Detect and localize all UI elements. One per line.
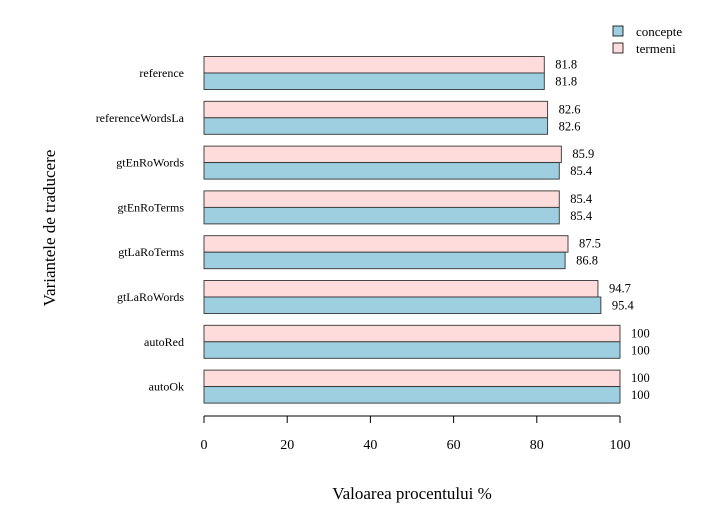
- value-label-termeni-reference: 81.8: [555, 58, 577, 72]
- bar-concepte-autoOk: [203, 386, 621, 404]
- x-axis: 0 20 40 60 80 100: [201, 415, 631, 453]
- value-label-termeni-gtLaRoWords: 94.7: [609, 282, 631, 296]
- value-label-termeni-gtEnRoWords: 85.9: [572, 147, 594, 161]
- category-label-referenceWordsLa: referenceWordsLa: [96, 111, 185, 125]
- bar-concepte-gtEnRoTerms: [203, 206, 560, 225]
- bar-termeni-gtEnRoWords: [203, 145, 562, 164]
- category-label-gtEnRoWords: gtEnRoWords: [116, 156, 184, 170]
- legend-label-concepte: concepte: [636, 24, 682, 39]
- category-label-gtEnRoTerms: gtEnRoTerms: [118, 200, 185, 214]
- value-label-concepte-gtLaRoTerms: 86.8: [576, 254, 598, 268]
- value-label-termeni-gtLaRoTerms: 87.5: [579, 237, 601, 251]
- value-label-concepte-gtEnRoTerms: 85.4: [570, 209, 593, 223]
- x-tick-label-40: 40: [363, 438, 377, 453]
- value-labels-group: 81.8 81.8 82.6 82.6 85.9 85.4 85.4 85.4 87.5 86.8…: [555, 58, 649, 403]
- x-tick-label-20: 20: [280, 438, 294, 453]
- value-label-concepte-autoOk: 100: [631, 388, 650, 402]
- value-label-concepte-referenceWordsLa: 82.6: [559, 119, 581, 133]
- category-label-autoOk: autoOk: [149, 380, 184, 394]
- value-label-termeni-autoRed: 100: [631, 326, 650, 340]
- x-tick-label-80: 80: [530, 438, 544, 453]
- value-label-termeni-referenceWordsLa: 82.6: [559, 102, 581, 116]
- y-axis-title: Variantele de traducere: [40, 150, 59, 307]
- bar-termeni-reference: [203, 56, 545, 74]
- legend-swatch-termeni: [612, 42, 624, 54]
- x-tick-label-60: 60: [447, 438, 461, 453]
- category-label-autoRed: autoRed: [144, 335, 184, 349]
- bar-termeni-referenceWordsLa: [203, 100, 549, 119]
- value-label-concepte-gtLaRoWords: 95.4: [612, 299, 635, 313]
- bar-concepte-referenceWordsLa: [203, 117, 549, 135]
- legend-swatch-concepte: [612, 25, 624, 37]
- x-tick-label-0: 0: [201, 438, 208, 453]
- bar-termeni-autoRed: [203, 324, 621, 343]
- value-label-concepte-reference: 81.8: [555, 75, 577, 89]
- bar-concepte-gtLaRoWords: [203, 296, 602, 314]
- legend-label-termeni: termeni: [636, 41, 676, 56]
- category-labels-group: reference referenceWordsLa gtEnRoWords gtEn…: [96, 66, 185, 394]
- value-label-termeni-autoOk: 100: [631, 371, 650, 385]
- bars-group: [203, 56, 621, 404]
- bar-concepte-gtLaRoTerms: [203, 251, 566, 270]
- category-label-gtLaRoWords: gtLaRoWords: [117, 290, 184, 304]
- bar-concepte-reference: [203, 72, 545, 90]
- bar-termeni-gtLaRoWords: [203, 280, 599, 298]
- legend: concepte termeni: [612, 24, 682, 56]
- bar-termeni-autoOk: [203, 369, 621, 388]
- x-axis-title: Valoarea procentului %: [332, 484, 492, 503]
- x-tick-label-100: 100: [610, 438, 631, 453]
- bar-termeni-gtEnRoTerms: [203, 190, 560, 208]
- bar-concepte-gtEnRoWords: [203, 162, 560, 180]
- bar-concepte-autoRed: [203, 341, 621, 359]
- value-label-concepte-autoRed: 100: [631, 343, 650, 357]
- category-label-gtLaRoTerms: gtLaRoTerms: [118, 245, 184, 259]
- value-label-termeni-gtEnRoTerms: 85.4: [570, 192, 593, 206]
- value-label-concepte-gtEnRoWords: 85.4: [570, 164, 593, 178]
- category-label-reference: reference: [139, 66, 184, 80]
- bar-termeni-gtLaRoTerms: [203, 235, 569, 253]
